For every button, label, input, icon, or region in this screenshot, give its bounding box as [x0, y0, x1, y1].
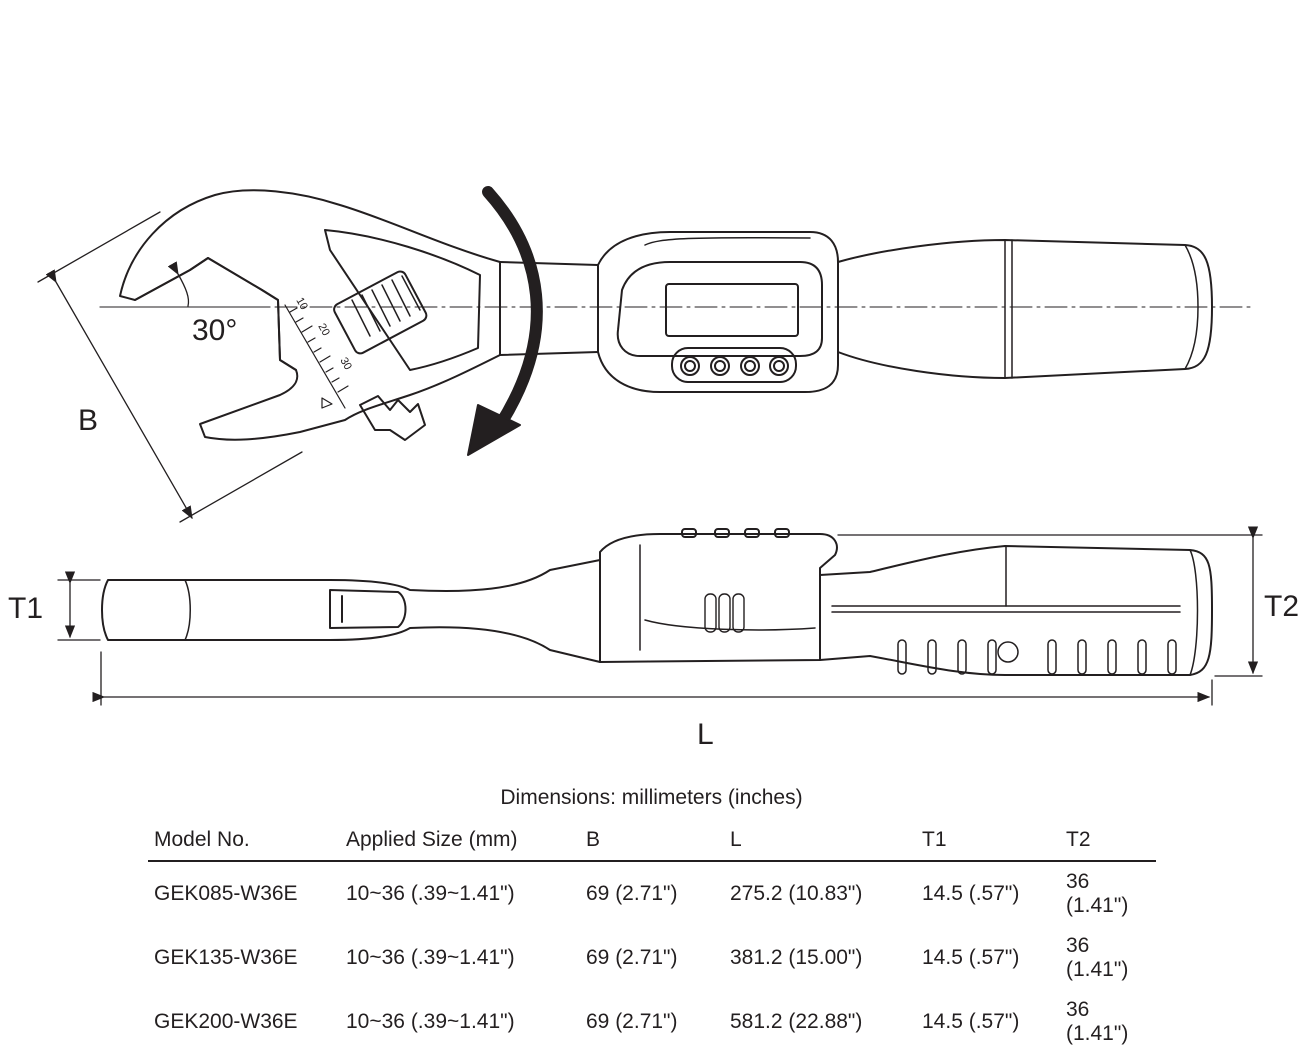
- cell-L: 581.2 (22.88"): [730, 1010, 863, 1033]
- display-housing: [597, 231, 839, 393]
- side-jaw-slot: [329, 589, 407, 629]
- cell-T1: 14.5 (.57"): [922, 882, 1020, 905]
- worm-gear: [333, 270, 428, 355]
- side-buttons: [681, 528, 790, 538]
- cell-B: 69 (2.71"): [586, 882, 678, 905]
- cell-T1: 14.5 (.57"): [922, 946, 1020, 969]
- cell-T2: 36 (1.41"): [1066, 934, 1129, 981]
- cell-L: 381.2 (15.00"): [730, 946, 863, 969]
- table-row: GEK135-W36E 10~36 (.39~1.41") 69 (2.71")…: [148, 926, 1156, 990]
- cell-T1: 14.5 (.57"): [922, 1010, 1020, 1033]
- rotation-arrow-icon: [467, 186, 543, 456]
- display-bezel: [616, 261, 823, 357]
- dimension-L-label: L: [697, 718, 714, 751]
- button-1-icon: [680, 356, 700, 376]
- table-header-row: Model No. Applied Size (mm) B L T1 T2: [148, 822, 1156, 862]
- button-4-icon: [769, 356, 789, 376]
- header-applied-size: Applied Size (mm): [340, 822, 580, 862]
- cell-model: GEK200-W36E: [154, 1010, 298, 1033]
- side-view-wrench: [101, 528, 1213, 676]
- cell-T2: 36 (1.41"): [1066, 998, 1129, 1045]
- dimension-T2-label: T2: [1264, 590, 1300, 623]
- button-2-icon: [710, 356, 730, 376]
- header-model: Model No.: [148, 822, 340, 862]
- button-row: [671, 347, 797, 383]
- side-head: [101, 559, 601, 663]
- jaw-scale: [284, 304, 349, 409]
- top-view-wrench: [99, 189, 1251, 441]
- lcd-screen: [665, 283, 799, 337]
- table-caption: Dimensions: millimeters (inches): [500, 786, 803, 809]
- dimension-T1: [57, 571, 101, 641]
- cell-B: 69 (2.71"): [586, 1010, 678, 1033]
- cell-B: 69 (2.71"): [586, 946, 678, 969]
- side-grip-handle: [819, 545, 1213, 676]
- grip-handle: [837, 239, 1213, 379]
- dimension-B: [37, 211, 303, 523]
- cell-model: GEK085-W36E: [154, 882, 298, 905]
- wrench-technical-drawing: 10 20 30: [37, 186, 1263, 706]
- header-T2: T2: [1060, 822, 1156, 862]
- cell-applied-size: 10~36 (.39~1.41"): [346, 946, 515, 969]
- table-row: GEK085-W36E 10~36 (.39~1.41") 69 (2.71")…: [148, 861, 1156, 926]
- cell-model: GEK135-W36E: [154, 946, 298, 969]
- cell-applied-size: 10~36 (.39~1.41"): [346, 1010, 515, 1033]
- side-button-stack: [704, 593, 745, 633]
- scale-label-20: 20: [315, 322, 332, 339]
- dimensions-table: Model No. Applied Size (mm) B L T1 T2 GE…: [148, 822, 1156, 1054]
- wrench-head: [119, 189, 501, 441]
- cell-L: 275.2 (10.83"): [730, 882, 863, 905]
- dimension-B-label: B: [78, 404, 99, 437]
- cell-T2: 36 (1.41"): [1066, 870, 1129, 917]
- dimension-T2: [837, 526, 1263, 677]
- wrench-neck: [499, 261, 599, 356]
- scale-label-30: 30: [337, 356, 354, 373]
- button-3-icon: [740, 356, 760, 376]
- head-window: [324, 229, 481, 371]
- grip-ridges: [897, 639, 1177, 675]
- dimension-L: [92, 651, 1213, 706]
- header-T1: T1: [916, 822, 1060, 862]
- cell-applied-size: 10~36 (.39~1.41"): [346, 882, 515, 905]
- header-B: B: [580, 822, 724, 862]
- dimension-T1-label: T1: [8, 592, 44, 625]
- header-L: L: [724, 822, 916, 862]
- angle-label: 30°: [192, 314, 238, 347]
- table-row: GEK200-W36E 10~36 (.39~1.41") 69 (2.71")…: [148, 990, 1156, 1054]
- side-housing: [599, 533, 838, 663]
- scale-label-10: 10: [293, 296, 310, 313]
- movable-jaw: [359, 395, 426, 441]
